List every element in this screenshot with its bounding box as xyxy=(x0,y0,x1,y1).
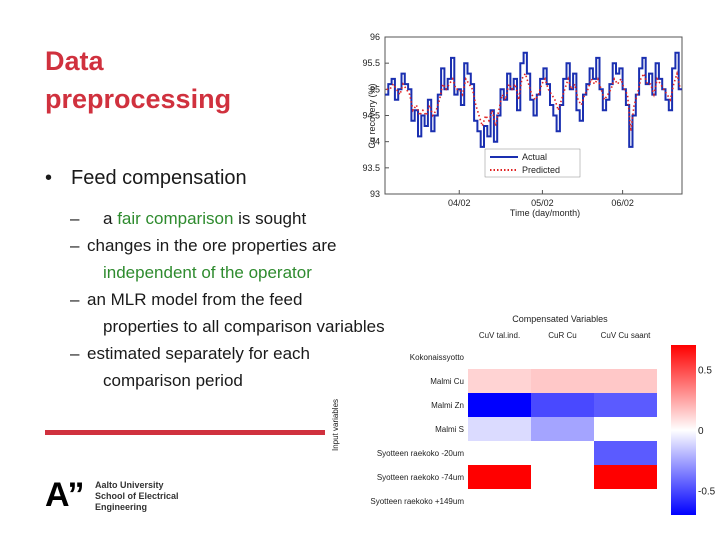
heatmap-cell xyxy=(531,417,594,441)
sub-dash: – xyxy=(70,290,80,309)
sub3-line1: an MLR model from the feed xyxy=(87,290,303,309)
line-x-axis-label: Time (day/month) xyxy=(510,208,580,218)
heatmap-cell xyxy=(531,465,594,489)
colorbar-tick-label: 0 xyxy=(698,426,704,437)
line-x-tick-label: 06/02 xyxy=(611,198,634,208)
heatmap-cell xyxy=(531,489,594,513)
bullet-main: • Feed compensation xyxy=(45,165,465,191)
heatmap-y-axis-label: Input variables xyxy=(331,399,340,451)
heatmap-cell xyxy=(531,441,594,465)
heatmap-column-label: CuV Cu saant xyxy=(601,331,652,340)
legend-predicted-label: Predicted xyxy=(522,165,560,175)
line-y-tick-label: 96 xyxy=(370,32,380,42)
line-series-actual xyxy=(385,51,682,148)
heatmap-cell xyxy=(594,441,657,465)
logo-line-1: Aalto University xyxy=(95,480,164,490)
heatmap-cell xyxy=(531,345,594,369)
sub1-pre: a xyxy=(103,209,118,228)
bullet-list: • Feed compensation – a fair comparison i… xyxy=(45,165,465,394)
heatmap-row-label: Malmi S xyxy=(435,425,464,434)
line-x-tick-label: 05/02 xyxy=(531,198,554,208)
heatmap-cell xyxy=(468,345,531,369)
legend-actual-label: Actual xyxy=(522,152,547,162)
heatmap-cell xyxy=(468,369,531,393)
bullet-dot: • xyxy=(45,167,53,189)
heatmap-column-label: CuV tal.ind. xyxy=(479,331,520,340)
recovery-line-chart: 93 93.5 94 94.5 95 95.5 96 04/02 05/02 06/02 Cu … xyxy=(362,32,683,218)
heatmap-colorbar xyxy=(671,345,696,515)
heatmap-cell xyxy=(468,465,531,489)
heatmap-row-label: Malmi Cu xyxy=(430,377,464,386)
heatmap-cell xyxy=(594,417,657,441)
heatmap-cell xyxy=(531,393,594,417)
title-line-2: preprocessing xyxy=(45,84,232,114)
line-y-tick-label: 94 xyxy=(370,137,380,147)
heatmap-row-label: Kokonaissyotto xyxy=(410,353,465,362)
line-legend: Actual Predicted xyxy=(484,148,581,178)
heatmap-cell xyxy=(594,369,657,393)
aalto-logo-mark: A” xyxy=(45,476,85,514)
sub-bullet-2: – changes in the ore properties are inde… xyxy=(45,232,465,286)
line-y-tick-label: 94.5 xyxy=(362,111,380,121)
slide-title: Data preprocessing xyxy=(45,42,231,118)
logo-line-2: School of Electrical xyxy=(95,491,179,501)
sub2-line2: independent of the operator xyxy=(103,263,312,282)
line-y-tick-label: 93 xyxy=(370,189,380,199)
heatmap-row-label: Syotteen raekoko +149um xyxy=(370,497,464,506)
sub-bullet-1: – a fair comparison is sought xyxy=(45,205,465,232)
heatmap-cell xyxy=(594,465,657,489)
heatmap-row-label: Syotteen raekoko -74um xyxy=(377,473,464,482)
colorbar-tick-label: -0.5 xyxy=(698,487,716,498)
heatmap-row-label: Syotteen raekoko -20um xyxy=(377,449,464,458)
heatmap-row-label: Malmi Zn xyxy=(431,401,464,410)
heatmap-cell xyxy=(531,369,594,393)
sub-dash: – xyxy=(70,236,80,255)
heatmap-cell xyxy=(468,489,531,513)
heatmap-cell xyxy=(594,393,657,417)
compensated-variables-heatmap: Compensated Variables Input variables Cu… xyxy=(331,314,716,515)
heatmap-cell xyxy=(468,417,531,441)
bullet-main-text: Feed compensation xyxy=(71,167,247,189)
line-y-tick-label: 95 xyxy=(370,84,380,94)
sub4-line2: comparison period xyxy=(103,371,243,390)
logo-line-3: Engineering xyxy=(95,502,148,512)
heatmap-cell xyxy=(594,489,657,513)
sub1-post: is sought xyxy=(233,209,307,228)
sub1-green: fair comparison xyxy=(117,209,234,228)
sub-dash: – xyxy=(70,209,80,228)
line-y-tick-label: 95.5 xyxy=(362,58,380,68)
legend-box xyxy=(484,148,581,178)
heatmap-title: Compensated Variables xyxy=(512,314,608,324)
heatmap-column-label: CuR Cu xyxy=(548,331,576,340)
line-y-axis-label: Cu recovery (%) xyxy=(367,83,377,148)
heatmap-cell xyxy=(468,441,531,465)
heatmap-cell xyxy=(468,393,531,417)
line-y-tick-label: 93.5 xyxy=(362,163,380,173)
sub-dash: – xyxy=(70,344,80,363)
heatmap-cell xyxy=(594,345,657,369)
sub4-line1: estimated separately for each xyxy=(87,344,311,363)
line-x-tick-label: 04/02 xyxy=(448,198,471,208)
sub3-line2: properties to all comparison variables xyxy=(103,317,385,336)
sub-bullet-3: – an MLR model from the feed properties … xyxy=(45,286,465,340)
title-line-1: Data xyxy=(45,46,104,76)
colorbar-tick-label: 0.5 xyxy=(698,365,712,376)
accent-bar xyxy=(45,430,325,435)
sub2-line1: changes in the ore properties are xyxy=(87,236,337,255)
aalto-logo-text: Aalto University School of Electrical En… xyxy=(95,480,179,513)
sub-bullet-4: – estimated separately for each comparis… xyxy=(45,340,465,394)
